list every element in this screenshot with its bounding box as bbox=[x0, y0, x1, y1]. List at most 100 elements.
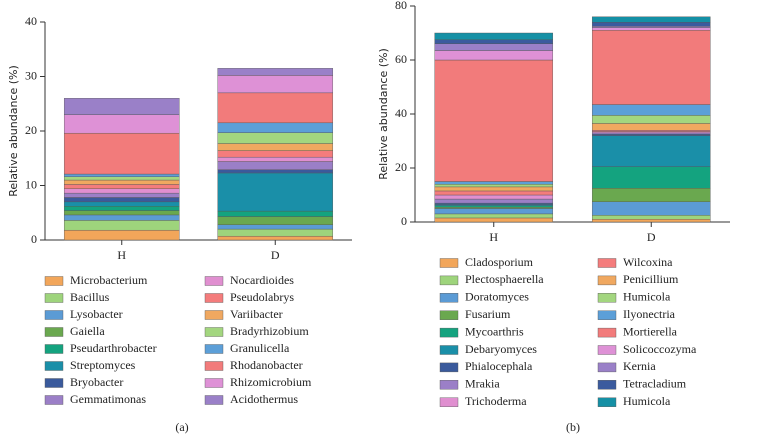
legend-swatch bbox=[44, 327, 64, 337]
legend-label: Mycoarthris bbox=[465, 324, 524, 338]
bar-segment bbox=[434, 205, 554, 208]
bar-segment bbox=[217, 235, 334, 241]
y-tick-label: 40 bbox=[25, 14, 37, 28]
legend-swatch bbox=[44, 395, 64, 405]
x-tick-label: D bbox=[271, 248, 280, 262]
bar-segment bbox=[434, 194, 554, 200]
legend-swatch bbox=[439, 362, 459, 373]
legend-swatch bbox=[439, 275, 459, 286]
legend-swatch bbox=[597, 293, 617, 303]
y-tick-label: 30 bbox=[25, 68, 37, 82]
bar-segment bbox=[217, 132, 334, 144]
legend-swatch bbox=[204, 378, 224, 388]
legend-swatch bbox=[439, 327, 459, 338]
bar-segment bbox=[591, 166, 711, 189]
legend-label: Tetracladium bbox=[623, 377, 687, 391]
bar-segment bbox=[591, 201, 711, 216]
bar-segment bbox=[434, 213, 554, 219]
legend-label: Trichoderma bbox=[465, 394, 527, 408]
bar-segment bbox=[591, 129, 711, 132]
bar-segment bbox=[434, 59, 554, 182]
legend-label: Rhizomicrobium bbox=[230, 375, 312, 389]
legend-label: Doratomyces bbox=[465, 290, 529, 304]
y-tick-label: 0 bbox=[31, 232, 37, 246]
bar-segment bbox=[591, 188, 711, 202]
legend-label: Bryobacter bbox=[70, 375, 123, 389]
legend-label: Fusarium bbox=[465, 307, 511, 321]
y-tick-label: 40 bbox=[395, 106, 407, 120]
legend-swatch bbox=[204, 310, 224, 320]
bar-segment bbox=[434, 206, 554, 209]
bar-segment bbox=[591, 30, 711, 105]
bar-segment bbox=[591, 26, 711, 28]
legend-label: Rhodanobacter bbox=[230, 358, 303, 372]
bar-segment bbox=[217, 161, 334, 170]
legend-label: Kernia bbox=[623, 359, 656, 373]
legend-label: Ilyonectria bbox=[623, 307, 676, 321]
y-tick-label: 10 bbox=[25, 177, 37, 191]
legend-label: Humicola bbox=[623, 394, 671, 408]
y-tick-label: 80 bbox=[395, 0, 407, 12]
legend-swatch bbox=[44, 361, 64, 371]
legend-swatch bbox=[597, 310, 617, 320]
bar-segment bbox=[434, 198, 554, 204]
bar-segment bbox=[63, 210, 180, 216]
bar-segment bbox=[217, 228, 334, 237]
bar-segment bbox=[434, 181, 554, 185]
bar-segment bbox=[591, 104, 711, 116]
bar-segment bbox=[434, 43, 554, 51]
legend-label: Wilcoxina bbox=[623, 255, 673, 269]
bar-segment bbox=[63, 173, 180, 177]
x-tick-label: H bbox=[489, 230, 498, 244]
bar-segment bbox=[591, 131, 711, 134]
bar-segment bbox=[434, 217, 554, 223]
legend-swatch bbox=[439, 345, 459, 355]
y-tick-label: 20 bbox=[25, 123, 37, 137]
bar-segment bbox=[217, 150, 334, 158]
legend-label: Pseudolabrys bbox=[230, 290, 294, 304]
bar-segment bbox=[591, 123, 711, 131]
legend-label: Acidothermus bbox=[230, 392, 298, 406]
legend-swatch bbox=[44, 276, 64, 286]
bar-segment bbox=[63, 179, 180, 185]
legend-swatch bbox=[204, 293, 224, 303]
legend-swatch bbox=[597, 380, 617, 390]
legend-label: Nocardioides bbox=[230, 273, 294, 287]
bar-segment bbox=[591, 115, 711, 124]
bar-segment bbox=[591, 16, 711, 23]
bar-segment bbox=[434, 202, 554, 205]
bar-segment bbox=[217, 169, 334, 174]
legend-label: Bacillus bbox=[70, 290, 110, 304]
legend-label: Lysobacter bbox=[70, 307, 123, 321]
bar-segment bbox=[63, 176, 180, 181]
bar-segment bbox=[434, 186, 554, 192]
bar-segment bbox=[63, 197, 180, 203]
bar-segment bbox=[591, 135, 711, 167]
legend-swatch bbox=[44, 378, 64, 388]
legend-swatch bbox=[204, 395, 224, 405]
legend-label: Humicola bbox=[623, 290, 671, 304]
bar-segment bbox=[63, 184, 180, 189]
bar-segment bbox=[217, 92, 334, 124]
legend-label: Streptomyces bbox=[70, 358, 136, 372]
bar-segment bbox=[217, 68, 334, 76]
legend-swatch bbox=[44, 310, 64, 320]
legend-label: Debaryomyces bbox=[465, 342, 537, 356]
bar-segment bbox=[434, 183, 554, 188]
bar-segment bbox=[217, 224, 334, 230]
y-tick-label: 60 bbox=[395, 52, 407, 66]
legend-swatch bbox=[204, 361, 224, 371]
legend-swatch bbox=[204, 327, 224, 337]
legend-label: Plectosphaerella bbox=[465, 272, 544, 286]
bar-segment bbox=[63, 229, 180, 241]
y-axis-label: Relative abundance (%) bbox=[377, 48, 390, 180]
caption: (b) bbox=[566, 420, 580, 434]
legend-swatch bbox=[597, 362, 617, 373]
legend-label: Mrakia bbox=[465, 377, 500, 391]
legend-swatch bbox=[204, 276, 224, 286]
bar-segment bbox=[434, 190, 554, 196]
y-axis-label: Relative abundance (%) bbox=[7, 65, 20, 197]
legend-label: Cladosporium bbox=[465, 255, 534, 269]
legend-swatch bbox=[44, 344, 64, 354]
